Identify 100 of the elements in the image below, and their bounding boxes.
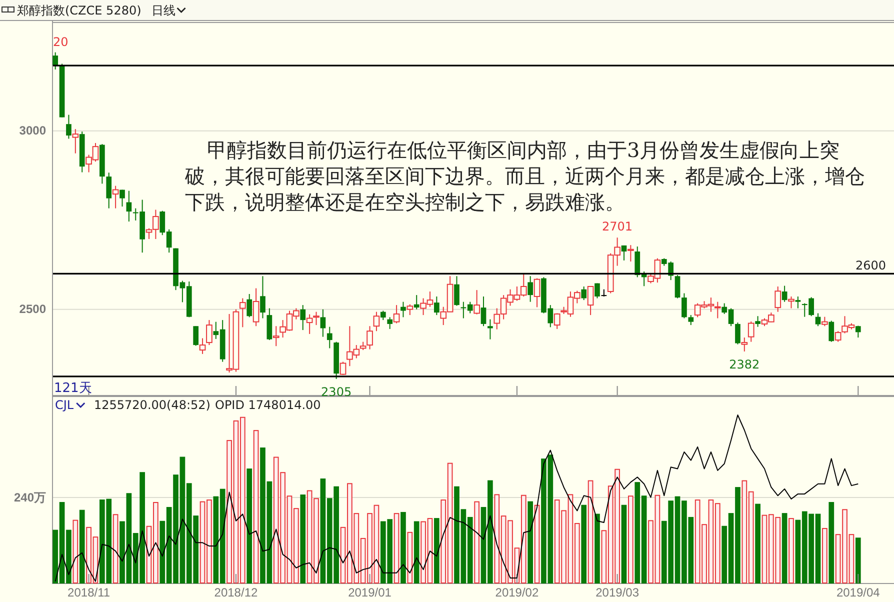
bar bbox=[755, 504, 760, 584]
bar bbox=[788, 518, 794, 584]
x-tick-label: 2019/02 bbox=[495, 586, 539, 600]
x-tick-label: 2019/04 bbox=[836, 586, 880, 600]
annotation: 20 bbox=[53, 35, 68, 49]
bar bbox=[400, 512, 406, 584]
bar bbox=[79, 510, 85, 584]
candlestick bbox=[252, 288, 260, 327]
candlestick bbox=[480, 296, 486, 327]
bar bbox=[628, 496, 634, 584]
candlestick bbox=[112, 185, 119, 209]
candlestick bbox=[52, 52, 58, 70]
candlestick bbox=[272, 326, 280, 347]
candlestick bbox=[748, 320, 754, 342]
annotation: OPID 1748014.00 bbox=[215, 398, 321, 412]
candlestick bbox=[260, 276, 266, 319]
candlestick bbox=[581, 286, 587, 301]
candlestick bbox=[741, 337, 748, 352]
candlestick bbox=[373, 311, 380, 332]
candlestick bbox=[755, 316, 760, 328]
candlestick bbox=[782, 285, 788, 302]
annotation: 121天 bbox=[54, 381, 92, 396]
annotation: 2382 bbox=[729, 357, 760, 372]
candlestick bbox=[815, 312, 821, 327]
candlestick bbox=[735, 322, 740, 345]
bar bbox=[72, 520, 78, 584]
bar bbox=[407, 532, 413, 584]
x-tick-label: 2018/11 bbox=[68, 586, 110, 600]
bar bbox=[253, 430, 259, 584]
candlestick bbox=[72, 128, 79, 154]
candlestick bbox=[246, 293, 252, 318]
candlestick bbox=[795, 296, 801, 309]
candlestick bbox=[414, 294, 420, 310]
candlestick bbox=[828, 320, 834, 342]
candlestick bbox=[306, 314, 313, 334]
y-tick-label: 240万 bbox=[14, 490, 46, 504]
candlestick bbox=[434, 296, 440, 316]
candlestick bbox=[393, 304, 400, 324]
candlestick bbox=[674, 274, 680, 299]
annotation: 1255720.00(48:52) bbox=[94, 398, 210, 412]
candlestick bbox=[554, 312, 560, 330]
candlestick bbox=[206, 320, 212, 346]
bar bbox=[300, 494, 306, 584]
candlestick bbox=[387, 316, 393, 330]
candlestick bbox=[326, 326, 332, 349]
bar bbox=[594, 514, 600, 584]
annotation: 甲醇指数目前仍运行在低位平衡区间内部，由于3月份曾发生虚假向上突破，其很可能要回落至区间下边界。而且，近两个月来，都是减仓上涨，增仓下跌，说明整体还是在空头控制之下，易跌难涨。 bbox=[185, 137, 865, 215]
y-tick-label: 3000 bbox=[19, 124, 46, 138]
candlestick bbox=[688, 314, 694, 326]
bar bbox=[474, 501, 480, 584]
candlestick bbox=[454, 276, 460, 306]
x-tick-label: 2019/03 bbox=[596, 586, 640, 600]
annotation: 2305 bbox=[321, 384, 352, 399]
candlestick bbox=[488, 318, 493, 340]
candlestick bbox=[106, 172, 112, 209]
candlestick bbox=[300, 304, 306, 331]
bar bbox=[534, 504, 540, 584]
candlestick bbox=[474, 290, 480, 315]
candlestick bbox=[714, 301, 721, 319]
bar bbox=[588, 480, 594, 584]
bar bbox=[782, 513, 788, 584]
candlestick bbox=[587, 286, 594, 316]
x-tick-label: 2019/01 bbox=[348, 586, 392, 600]
candlestick bbox=[400, 301, 406, 318]
bar bbox=[855, 538, 861, 584]
bar bbox=[828, 502, 834, 584]
candlestick bbox=[822, 316, 828, 327]
candlestick bbox=[594, 282, 600, 299]
candlestick bbox=[120, 189, 125, 208]
bar bbox=[581, 504, 587, 584]
candlestick bbox=[66, 114, 72, 140]
candlestick bbox=[534, 278, 540, 308]
candlestick bbox=[126, 190, 132, 222]
x-tick-label: 2018/12 bbox=[214, 586, 258, 600]
bar bbox=[822, 528, 828, 584]
candlestick bbox=[193, 326, 199, 346]
y-tick-label: 2500 bbox=[19, 302, 46, 316]
chart-subtitle: 日线 bbox=[151, 4, 176, 18]
candlestick bbox=[199, 338, 206, 354]
bar bbox=[528, 501, 534, 584]
bar bbox=[621, 504, 627, 584]
annotation: 2701 bbox=[602, 220, 633, 234]
bar bbox=[394, 513, 400, 584]
candlestick bbox=[239, 298, 246, 328]
chart-title: 郑醇指数(CZCE 5280) bbox=[17, 4, 142, 18]
bar bbox=[434, 518, 440, 584]
candlestick bbox=[621, 244, 627, 261]
bar bbox=[246, 468, 252, 584]
candlestick bbox=[682, 292, 687, 319]
ref-line-label: 2600 bbox=[855, 258, 886, 273]
candlestick bbox=[528, 276, 534, 302]
candlestick bbox=[340, 361, 346, 376]
chart-title: CJL bbox=[55, 398, 74, 412]
bar bbox=[414, 521, 420, 584]
bar bbox=[112, 514, 118, 584]
candlestick bbox=[313, 311, 320, 326]
candlestick bbox=[380, 310, 386, 321]
candlestick bbox=[774, 286, 782, 312]
candlestick bbox=[628, 244, 634, 262]
candlestick bbox=[366, 326, 373, 350]
